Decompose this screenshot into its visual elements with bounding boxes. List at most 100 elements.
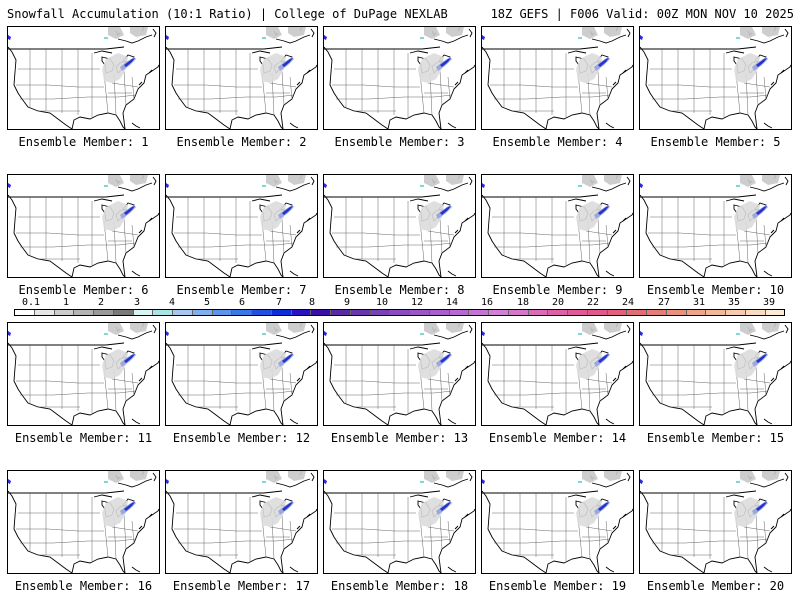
us-snowfall-map [8,175,159,277]
us-snowfall-map [324,323,475,425]
us-snowfall-map [482,471,633,573]
us-snowfall-map [166,323,317,425]
legend-label: 27 [657,297,671,308]
legend-color-bar [14,309,785,316]
legend-swatch [508,310,529,315]
ensemble-member-map [7,174,160,278]
ensemble-member-map [7,26,160,130]
us-snowfall-map [166,175,317,277]
us-snowfall-map [8,27,159,129]
us-snowfall-map [640,323,791,425]
legend-swatch [34,310,55,315]
us-snowfall-map [482,175,633,277]
legend-label: 1 [62,297,70,308]
legend-swatch [350,310,371,315]
snowfall-color-legend: 0.1 1 2 3 4 5 6 7 8 9 10 12 14 16 18 20 22 24 27 31 35 39 [14,297,785,317]
legend-label: 39 [762,297,776,308]
legend-swatch [192,310,213,315]
legend-swatch [568,310,588,315]
us-snowfall-map [640,27,791,129]
legend-label: 31 [692,297,706,308]
ensemble-member-label: Ensemble Member: 10 [646,283,785,297]
legend-swatch [153,310,173,315]
ensemble-member-map [481,322,634,426]
legend-label: 16 [480,297,494,308]
us-snowfall-map [640,471,791,573]
legend-swatch [133,310,154,315]
legend-label: 10 [375,297,389,308]
legend-swatch [113,310,134,315]
ensemble-member-map [7,470,160,574]
legend-label: 9 [343,297,351,308]
ensemble-member-map [639,470,792,574]
legend-label: 7 [275,297,283,308]
ensemble-member-map [165,26,318,130]
ensemble-member-label: Ensemble Member: 12 [172,431,311,445]
legend-swatch [726,310,746,315]
us-snowfall-map [324,471,475,573]
map-title: Snowfall Accumulation (10:1 Ratio) | Col… [7,7,448,21]
ensemble-member-map [639,322,792,426]
legend-swatch [311,310,331,315]
legend-label: 4 [168,297,176,308]
legend-label: 18 [516,297,530,308]
ensemble-member-map [481,470,634,574]
legend-swatch [370,310,391,315]
legend-swatch [528,310,549,315]
us-snowfall-map [640,175,791,277]
legend-swatch [94,310,114,315]
ensemble-member-map [481,174,634,278]
legend-swatch [548,310,568,315]
us-snowfall-map [324,175,475,277]
legend-label: 14 [445,297,459,308]
legend-swatch [429,310,450,315]
legend-label: 6 [238,297,246,308]
ensemble-member-map [639,174,792,278]
legend-swatch [666,310,687,315]
ensemble-member-label: Ensemble Member: 14 [488,431,627,445]
ensemble-member-map [323,322,476,426]
legend-label: 3 [133,297,141,308]
legend-label: 24 [621,297,635,308]
ensemble-member-label: Ensemble Member: 11 [14,431,153,445]
ensemble-member-label: Ensemble Member: 6 [18,283,149,297]
legend-swatch [706,310,726,315]
legend-swatch [252,310,272,315]
legend-swatch [587,310,608,315]
ensemble-member-map [323,174,476,278]
legend-swatch [607,310,628,315]
legend-swatch [647,310,667,315]
legend-swatch [232,310,252,315]
model-run-info: 18Z GEFS | F006 Valid: 00Z MON NOV 10 20… [490,7,794,21]
ensemble-member-map [165,174,318,278]
legend-swatch [331,310,351,315]
legend-label: 22 [586,297,600,308]
ensemble-member-map [7,322,160,426]
legend-label: 0.1 [21,297,41,308]
legend-swatch [390,310,410,315]
ensemble-member-map [639,26,792,130]
legend-swatch [449,310,470,315]
legend-swatch [765,310,785,315]
legend-swatch [15,310,35,315]
ensemble-member-map [481,26,634,130]
legend-label: 20 [551,297,565,308]
legend-label: 12 [410,297,424,308]
legend-swatch [686,310,707,315]
ensemble-member-label: Ensemble Member: 5 [650,135,781,149]
ensemble-member-label: Ensemble Member: 2 [176,135,307,149]
legend-swatch [410,310,430,315]
legend-swatch [745,310,766,315]
us-snowfall-map [482,27,633,129]
legend-swatch [489,310,509,315]
us-snowfall-map [166,471,317,573]
us-snowfall-map [166,27,317,129]
us-snowfall-map [482,323,633,425]
legend-label: 35 [727,297,741,308]
ensemble-member-map [165,470,318,574]
ensemble-member-label: Ensemble Member: 20 [646,579,785,593]
ensemble-member-label: Ensemble Member: 13 [330,431,469,445]
legend-label: 2 [97,297,105,308]
ensemble-member-label: Ensemble Member: 1 [18,135,149,149]
ensemble-member-label: Ensemble Member: 7 [176,283,307,297]
